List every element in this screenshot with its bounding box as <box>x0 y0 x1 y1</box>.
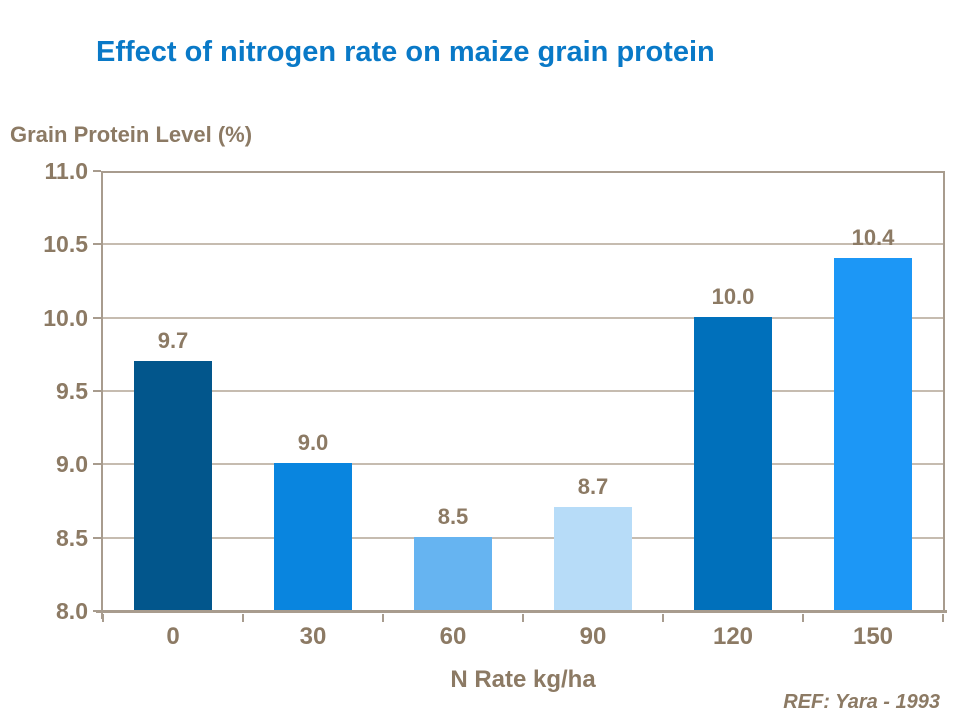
x-axis-tick <box>102 614 104 622</box>
bar <box>274 463 352 610</box>
gridline <box>103 536 943 539</box>
y-tick-label: 9.0 <box>56 451 88 478</box>
bar-value-label: 9.0 <box>297 430 329 456</box>
y-tick-label: 8.5 <box>56 524 88 551</box>
y-axis-tick <box>93 536 101 539</box>
y-axis-title: Grain Protein Level (%) <box>10 122 253 147</box>
x-axis-tick <box>942 614 944 622</box>
x-tick-label: 150 <box>852 623 894 650</box>
bar-value-label: 10.0 <box>711 283 755 309</box>
reference-note: REF: Yara - 1993 <box>783 691 940 713</box>
bar-value-label: 9.7 <box>157 327 189 353</box>
bar <box>834 258 912 610</box>
gridline <box>103 463 943 466</box>
x-tick-label: 30 <box>299 623 327 650</box>
plot-area: 9.7 0 9.0 30 8.5 60 8.7 90 10.0 120 10.4 150 <box>93 170 947 650</box>
y-tick-label: 10.5 <box>43 231 88 258</box>
chart-title: Effect of nitrogen rate on maize grain p… <box>96 36 715 68</box>
x-tick-label: 90 <box>579 623 607 650</box>
plot-top-border <box>101 171 945 173</box>
y-axis-tick <box>93 316 101 319</box>
y-axis-tick <box>93 243 101 246</box>
y-tick-label: 8.0 <box>56 598 88 624</box>
bar <box>554 507 632 610</box>
y-axis-tick <box>93 390 101 392</box>
bar-value-label: 10.4 <box>851 225 895 250</box>
x-axis-title: N Rate kg/ha <box>450 666 596 693</box>
y-tick-label: 11.0 <box>44 158 89 184</box>
y-axis-labels: 11.0 10.5 10.0 9.5 9.0 8.5 8.0 <box>0 0 88 720</box>
gridline <box>103 316 943 319</box>
x-axis-line <box>96 610 947 613</box>
bar <box>134 360 212 610</box>
y-axis-tick <box>93 463 101 466</box>
y-axis-line <box>101 171 103 619</box>
x-tick-label: 120 <box>712 623 754 650</box>
x-tick-label: 60 <box>439 623 467 650</box>
plot-right-border <box>943 171 945 612</box>
y-tick-label: 10.0 <box>43 304 88 331</box>
bar-value-label: 8.5 <box>437 503 469 529</box>
bar <box>414 536 492 610</box>
bar <box>694 316 772 610</box>
x-axis-tick <box>662 614 664 622</box>
bar-value-label: 8.7 <box>577 474 609 500</box>
gridline <box>103 243 943 246</box>
x-axis-tick <box>242 614 244 622</box>
y-axis-tick <box>93 170 101 172</box>
gridline <box>103 390 943 392</box>
x-axis-tick <box>382 614 384 622</box>
y-axis-tick <box>93 610 101 612</box>
y-tick-label: 9.5 <box>56 378 88 404</box>
x-axis-tick <box>802 614 804 622</box>
x-tick-label: 0 <box>166 623 180 650</box>
x-axis-tick <box>522 614 524 622</box>
